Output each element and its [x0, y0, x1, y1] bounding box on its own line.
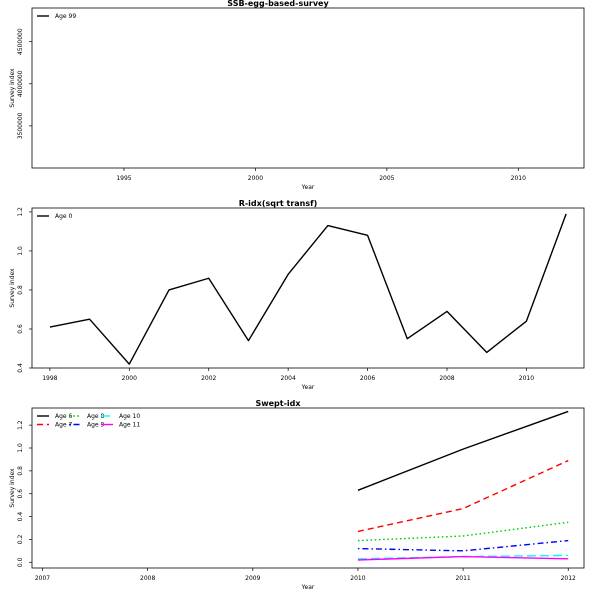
chart-title: Swept-idx — [255, 399, 301, 408]
x-tick-label: 2011 — [455, 575, 470, 582]
legend-label: Age 8 — [87, 413, 105, 420]
x-tick-label: 2007 — [35, 575, 50, 582]
y-tick-label: 0.6 — [17, 489, 24, 499]
plot-frame — [31, 407, 585, 569]
legend: Age 0 — [37, 213, 73, 220]
series-line-age-0 — [49, 213, 567, 365]
legend: Age 6 Age 7 Age 8 Age 9 Age 10 Age 11 — [37, 413, 140, 429]
x-axis-label: Year — [301, 184, 315, 191]
x-tick-label: 2002 — [201, 375, 216, 382]
y-tick-label: 0.4 — [17, 363, 24, 373]
x-tick-label: 2010 — [511, 175, 526, 182]
chart-panel-3: Swept-idx 2007 2008 2009 2010 2011 2012 Year 0.0… — [9, 399, 585, 591]
series-line-age-9 — [357, 539, 569, 552]
x-tick-label: 2000 — [122, 375, 137, 382]
x-tick-label: 2012 — [561, 575, 576, 582]
x-tick-label: 1995 — [116, 175, 131, 182]
chart-panel-2: R-idx(sqrt transf) 1998 2000 2002 2004 2006 20… — [9, 199, 585, 391]
y-axis-label: Survey index — [9, 268, 16, 308]
y-tick-label: 0.8 — [17, 466, 24, 476]
x-tick-label: 2008 — [439, 375, 454, 382]
series-line-age-11 — [357, 555, 569, 561]
y-tick-label: 1.0 — [17, 246, 24, 256]
y-tick-label: 0.6 — [17, 324, 24, 334]
x-tick-label: 2005 — [379, 175, 394, 182]
y-tick-label: 0.0 — [17, 557, 24, 567]
chart-title: R-idx(sqrt transf) — [239, 199, 318, 208]
x-axis-label: Year — [301, 584, 315, 591]
series-line-age-8 — [357, 521, 569, 542]
x-tick-label: 2006 — [360, 375, 375, 382]
legend-label: Age 99 — [55, 13, 76, 20]
y-tick-label: 0.2 — [17, 534, 24, 544]
y-tick-label: 1.2 — [17, 420, 24, 430]
legend-label: Age 7 — [55, 422, 73, 429]
chart-panel-1: SSB-egg-based-survey 1995 2000 2005 2010 Year… — [9, 0, 585, 191]
x-tick-label: 2000 — [248, 175, 263, 182]
y-tick-label: 3500000 — [17, 112, 24, 139]
legend-label: Age 11 — [119, 422, 140, 429]
legend-label: Age 0 — [55, 213, 73, 220]
y-tick-label: 0.4 — [17, 512, 24, 522]
series-line-age-7 — [357, 459, 569, 533]
legend-label: Age 10 — [119, 413, 140, 420]
x-tick-label: 2010 — [519, 375, 534, 382]
series-line-age-6 — [357, 410, 569, 491]
y-tick-label: 4500000 — [17, 28, 24, 55]
y-tick-label: 4000000 — [17, 70, 24, 97]
x-tick-label: 2008 — [140, 575, 155, 582]
y-axis-label: Survey index — [9, 468, 16, 508]
y-axis-label: Survey index — [9, 68, 16, 108]
x-tick-label: 2009 — [245, 575, 260, 582]
x-tick-label: 2004 — [281, 375, 296, 382]
y-tick-label: 1.2 — [17, 207, 24, 217]
x-tick-label: 2010 — [350, 575, 365, 582]
plot-frame — [31, 7, 585, 169]
x-tick-label: 1998 — [42, 375, 57, 382]
x-axis-label: Year — [301, 384, 315, 391]
y-tick-label: 0.8 — [17, 285, 24, 295]
y-tick-label: 1.0 — [17, 443, 24, 453]
chart-title: SSB-egg-based-survey — [227, 0, 329, 8]
legend-label: Age 6 — [55, 413, 73, 420]
plot-frame — [31, 207, 585, 369]
legend-label: Age 9 — [87, 422, 105, 429]
legend: Age 99 — [37, 13, 76, 20]
